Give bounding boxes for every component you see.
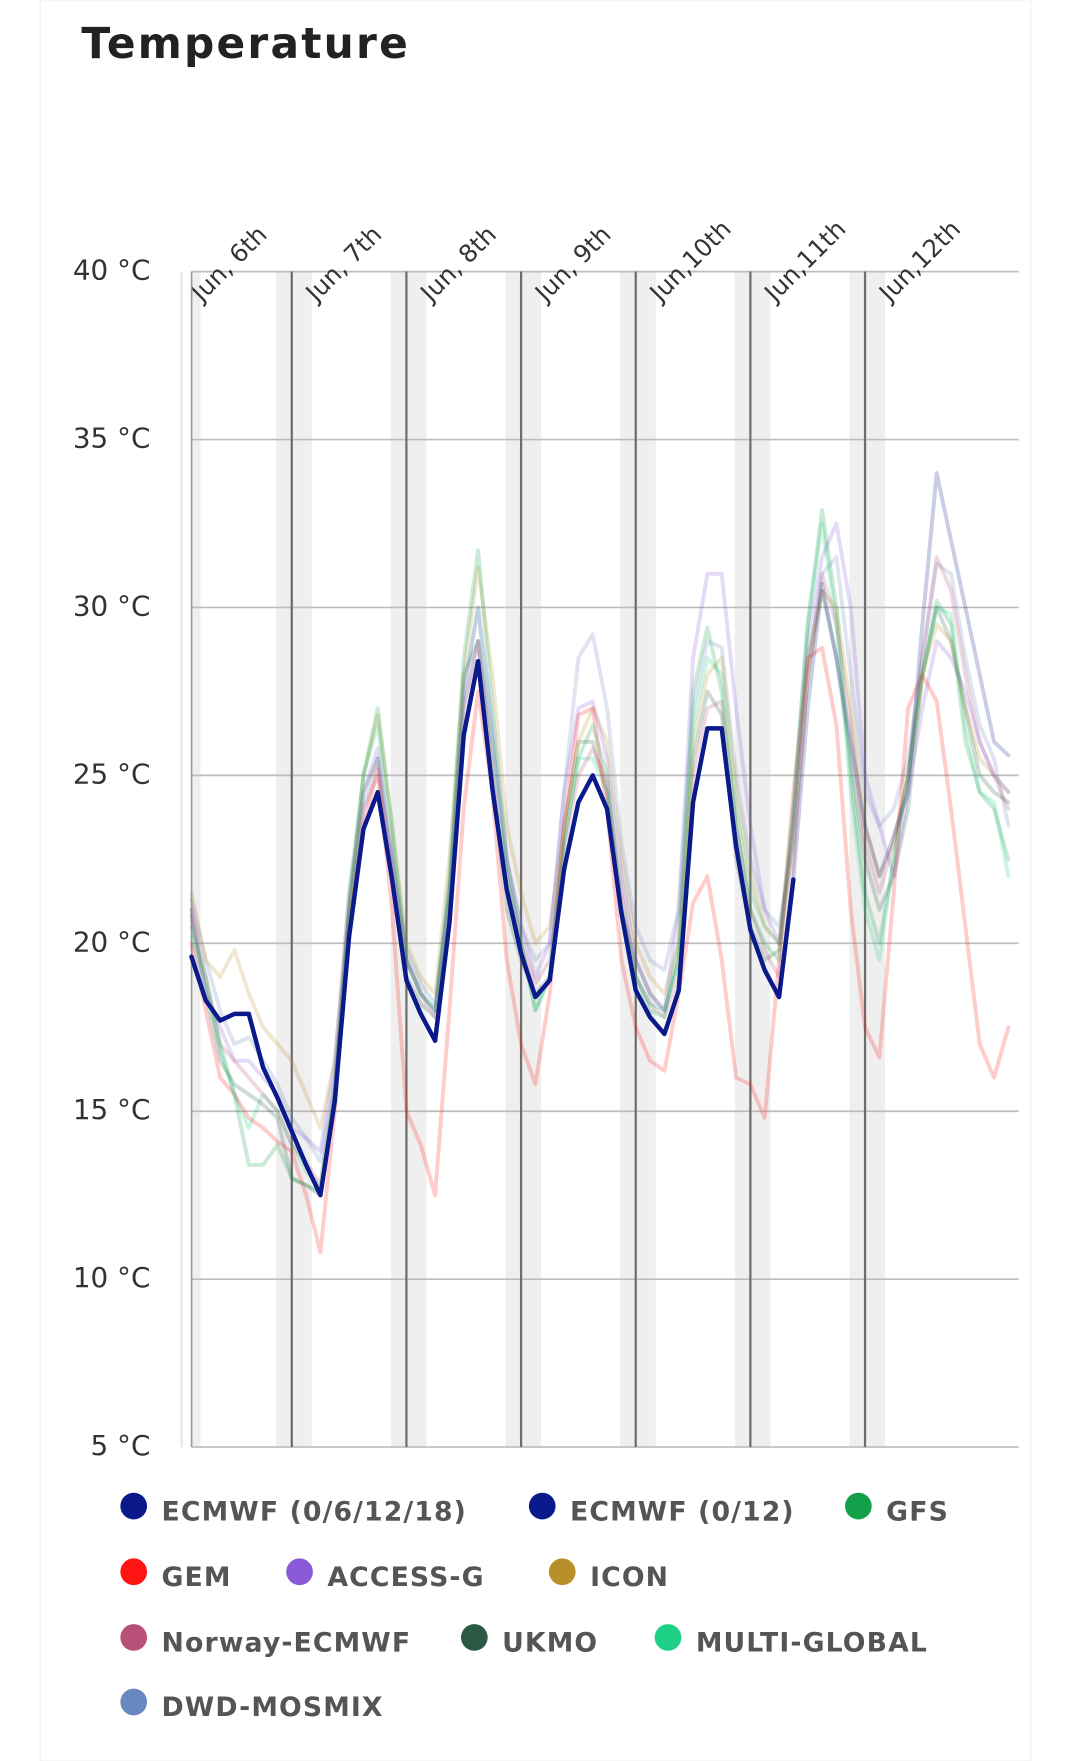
- night-band: [291, 271, 312, 1448]
- legend-label: ACCESS-G: [327, 1562, 484, 1593]
- night-band: [505, 271, 522, 1448]
- legend: ECMWF (0/6/12/18) ECMWF (0/12) GFS GEM ACCES…: [120, 1492, 949, 1723]
- legend-label: MULTI-GLOBAL: [696, 1628, 928, 1659]
- night-band: [276, 271, 292, 1448]
- night-band: [750, 271, 771, 1448]
- night-band: [635, 271, 656, 1448]
- legend-label: Norway-ECMWF: [162, 1628, 412, 1659]
- legend-marker: [286, 1558, 313, 1586]
- night-band: [620, 271, 636, 1448]
- y-tick-label: 30 °C: [73, 589, 151, 622]
- night-band: [734, 271, 751, 1448]
- legend-marker: [654, 1624, 682, 1651]
- legend-marker: [528, 1492, 556, 1520]
- night-band: [521, 271, 542, 1448]
- legend-marker: [120, 1492, 148, 1520]
- plot-background: 5 °C10 °C15 °C20 °C25 °C30 °C35 °C40 °C J…: [73, 214, 1019, 1462]
- night-band: [390, 271, 407, 1448]
- series-line: [189, 555, 1011, 1164]
- series-line: [189, 565, 1011, 1130]
- legend-label: DWD-MOSMIX: [162, 1692, 384, 1723]
- y-tick-label: 20 °C: [73, 925, 151, 958]
- legend-label: ICON: [590, 1562, 669, 1593]
- legend-marker: [120, 1558, 148, 1586]
- legend-label: GFS: [886, 1496, 949, 1527]
- plot-lines: [189, 471, 1011, 1255]
- y-tick-label: 5 °C: [91, 1429, 151, 1462]
- legend-label: UKMO: [502, 1628, 598, 1659]
- night-band: [191, 271, 201, 1448]
- series-line: [189, 658, 796, 1198]
- legend-label: ECMWF (0/6/12/18): [162, 1496, 467, 1527]
- y-tick-label: 15 °C: [73, 1093, 151, 1126]
- legend-label: GEM: [162, 1562, 232, 1593]
- legend-marker: [548, 1558, 576, 1586]
- legend-marker: [460, 1624, 488, 1651]
- y-tick-label: 10 °C: [73, 1261, 151, 1294]
- y-tick-label: 35 °C: [73, 422, 151, 455]
- y-tick-label: 40 °C: [73, 254, 151, 287]
- y-tick-label: 25 °C: [73, 757, 151, 790]
- series-line: [189, 645, 1011, 1255]
- legend-label: ECMWF (0/12): [570, 1496, 795, 1527]
- legend-marker: [120, 1624, 148, 1651]
- night-band: [406, 271, 427, 1448]
- legend-marker: [120, 1688, 148, 1716]
- night-band: [849, 271, 866, 1448]
- night-band: [865, 271, 886, 1448]
- series-line: [189, 521, 1011, 1154]
- chart-title: Temperature: [81, 19, 410, 68]
- legend-marker: [845, 1492, 872, 1520]
